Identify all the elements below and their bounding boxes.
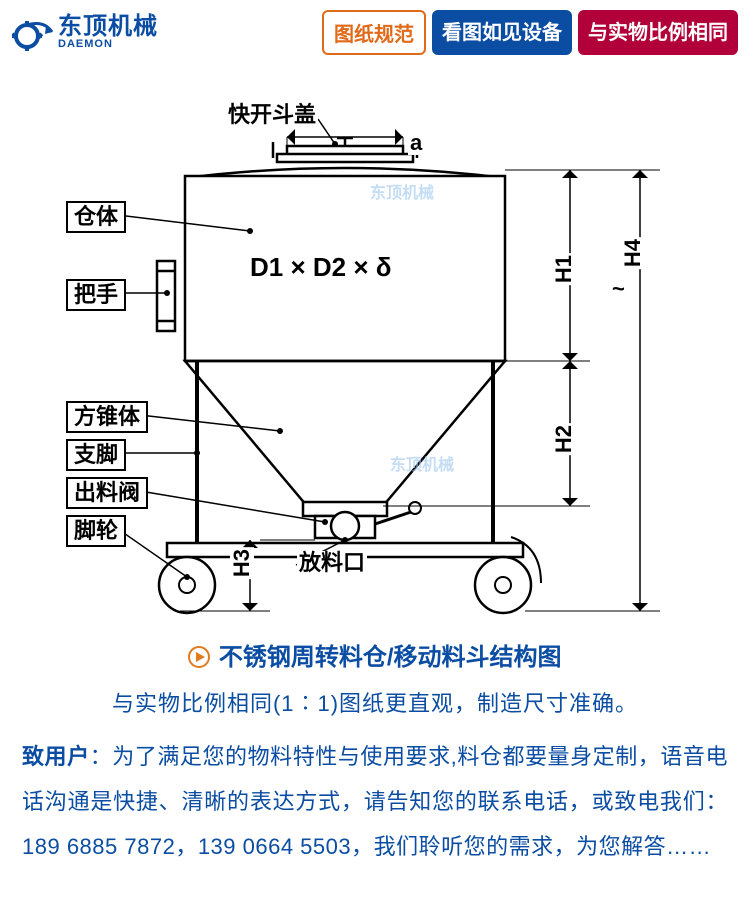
dim-h4: H4 [621,237,645,269]
logo-text-cn: 东顶机械 [58,15,158,39]
label-caster: 脚轮 [66,515,126,547]
label-center: D1 × D2 × δ [248,253,394,282]
header: 东顶机械 DAEMON 图纸规范 看图如见设备 与实物比例相同 [0,0,750,61]
label-lid: 快开斗盖 [226,103,318,127]
label-handle: 把手 [66,279,126,311]
dim-h2: H2 [552,423,576,455]
logo-text-en: DAEMON [58,39,158,50]
label-a: a [408,131,424,155]
diagram-title: 不锈钢周转料仓/移动料斗结构图 [219,644,562,671]
label-body: 仓体 [66,201,126,233]
subtitle: 与实物比例相同(1∶1)图纸更直观，制造尺寸准确。 [0,686,750,718]
play-icon [188,646,210,668]
dim-h3: H3 [230,547,254,579]
gear-icon [12,12,54,54]
title-row: 不锈钢周转料仓/移动料斗结构图 [0,637,750,672]
body-text: 致用户：为了满足您的物料特性与使用要求,料仓都要量身定制，语音电话沟通是快捷、清… [0,718,750,869]
label-outlet: 放料口 [297,551,367,575]
header-pills: 图纸规范 看图如见设备 与实物比例相同 [322,10,738,55]
label-leg: 支脚 [66,439,126,471]
pill-scale: 与实物比例相同 [578,10,738,55]
technical-diagram: 快开斗盖 a 仓体 把手 方锥体 支脚 出料阀 脚轮 放料口 D1 × D2 ×… [0,61,750,631]
dim-tilde: ~ [610,277,627,301]
body-lead: 致用户 [22,744,90,769]
body-content: ：为了满足您的物料特性与使用要求,料仓都要量身定制，语音电话沟通是快捷、清晰的表… [22,744,728,859]
pill-spec: 图纸规范 [322,10,426,55]
label-cone: 方锥体 [66,401,148,433]
dim-h1: H1 [552,253,576,285]
pill-view: 看图如见设备 [432,10,572,55]
logo: 东顶机械 DAEMON [12,12,158,54]
label-valve: 出料阀 [66,477,148,509]
